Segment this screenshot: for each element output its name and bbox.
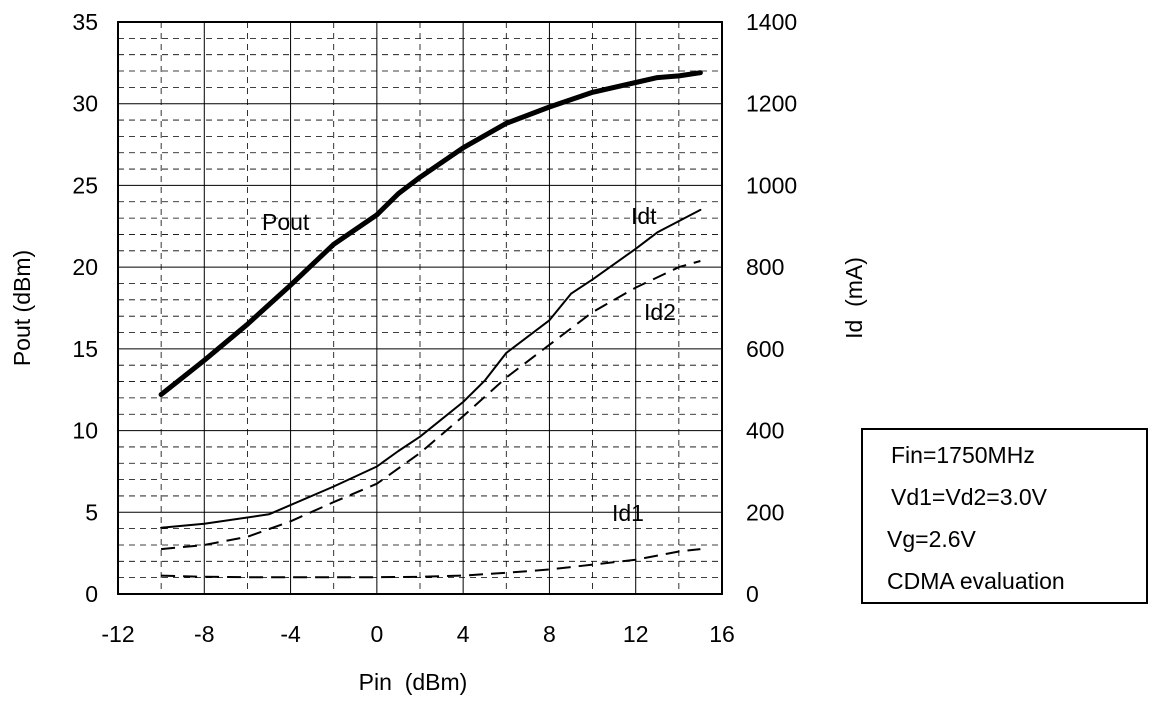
series-line-idt: [160, 208, 702, 529]
left-y-tick-label: 30: [72, 91, 98, 117]
series-label-id1: Id1: [612, 500, 644, 526]
x-tick-label: -12: [101, 621, 134, 647]
x-tick-label: 8: [543, 621, 556, 647]
conditions-gate-voltage: Vg=2.6V: [887, 526, 976, 552]
right-y-tick-label: 800: [746, 254, 784, 280]
conditions-box: Fin=1750MHz Vd1=Vd2=3.0V Vg=2.6V CDMA ev…: [861, 428, 1148, 604]
left-y-tick-label: 25: [72, 172, 98, 198]
left-y-tick-label: 10: [72, 418, 98, 444]
right-y-tick-label: 1200: [746, 91, 797, 117]
x-tick-label: 16: [709, 621, 735, 647]
major-grid: [118, 22, 722, 594]
series-label-pout: Pout: [262, 209, 310, 235]
right-y-tick-label: 1400: [746, 9, 797, 35]
left-y-tick-label: 35: [72, 9, 98, 35]
x-tick-label: 4: [457, 621, 470, 647]
x-tick-label: 0: [370, 621, 383, 647]
right-y-tick-labels: 0 200 400 600 800 1000 1200 1400: [746, 9, 797, 607]
x-tick-label: -8: [194, 621, 214, 647]
x-axis-title: Pin (dBm): [359, 669, 468, 695]
series-layer: [158, 70, 703, 579]
minor-grid: [118, 22, 722, 594]
conditions-drain-voltage: Vd1=Vd2=3.0V: [891, 484, 1048, 510]
series-label-id2: Id2: [644, 299, 676, 325]
left-y-tick-labels: 0 5 10 15 20 25 30 35: [72, 9, 98, 607]
x-tick-label: -4: [280, 621, 301, 647]
series-label-idt: Idt: [631, 203, 657, 229]
right-y-tick-label: 600: [746, 336, 784, 362]
right-y-tick-label: 0: [746, 581, 759, 607]
left-y-tick-label: 5: [85, 499, 98, 525]
series-line-id2: [161, 260, 701, 551]
x-tick-label: 12: [623, 621, 649, 647]
left-y-tick-label: 15: [72, 336, 98, 362]
x-tick-labels: -12 -8 -4 0 4 8 12 16: [101, 621, 734, 647]
right-y-tick-label: 400: [746, 418, 784, 444]
left-y-tick-label: 20: [72, 254, 98, 280]
right-y-tick-label: 1000: [746, 172, 797, 198]
conditions-frequency: Fin=1750MHz: [891, 442, 1035, 468]
right-y-tick-label: 200: [746, 499, 784, 525]
series-line-pout: [158, 70, 703, 398]
series-line-id1: [161, 548, 701, 579]
conditions-evaluation: CDMA evaluation: [887, 568, 1065, 594]
plot-frame: [117, 21, 723, 595]
left-y-tick-label: 0: [85, 581, 98, 607]
right-y-axis-title: Id (mA): [841, 257, 867, 339]
left-y-axis-title: Pout (dBm): [9, 250, 35, 366]
